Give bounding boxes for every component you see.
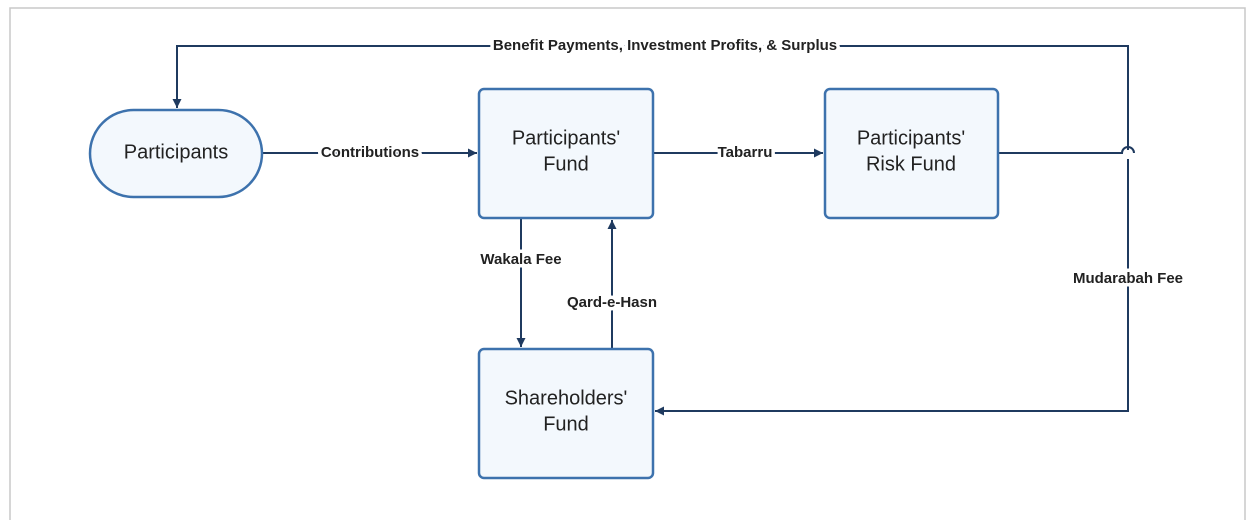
participants-node — [88, 108, 264, 199]
shareholders-fund-node — [477, 347, 655, 480]
edge-label: Wakala Fee — [480, 251, 561, 268]
benefit-edge — [172, 45, 1129, 150]
mudarabah-edge — [655, 159, 1129, 416]
node-label: Participants' — [512, 127, 620, 149]
node-label: Risk Fund — [866, 153, 956, 175]
participants-fund-node — [477, 87, 655, 220]
risk-out-edge — [998, 146, 1135, 154]
node-label: Participants' — [857, 127, 965, 149]
edge-label: Benefit Payments, Investment Profits, & … — [493, 37, 837, 54]
edge-label: Contributions — [321, 144, 419, 161]
node-label: Shareholders' — [505, 387, 628, 409]
edge-label: Mudarabah Fee — [1073, 270, 1183, 287]
risk-fund-node — [823, 87, 1000, 220]
edge-label: Tabarru — [718, 144, 773, 161]
frame — [9, 7, 1246, 520]
node-label: Participants — [124, 141, 229, 163]
node-label: Fund — [543, 153, 589, 175]
edge-label: Qard-e-Hasn — [567, 294, 657, 311]
node-label: Fund — [543, 413, 589, 435]
